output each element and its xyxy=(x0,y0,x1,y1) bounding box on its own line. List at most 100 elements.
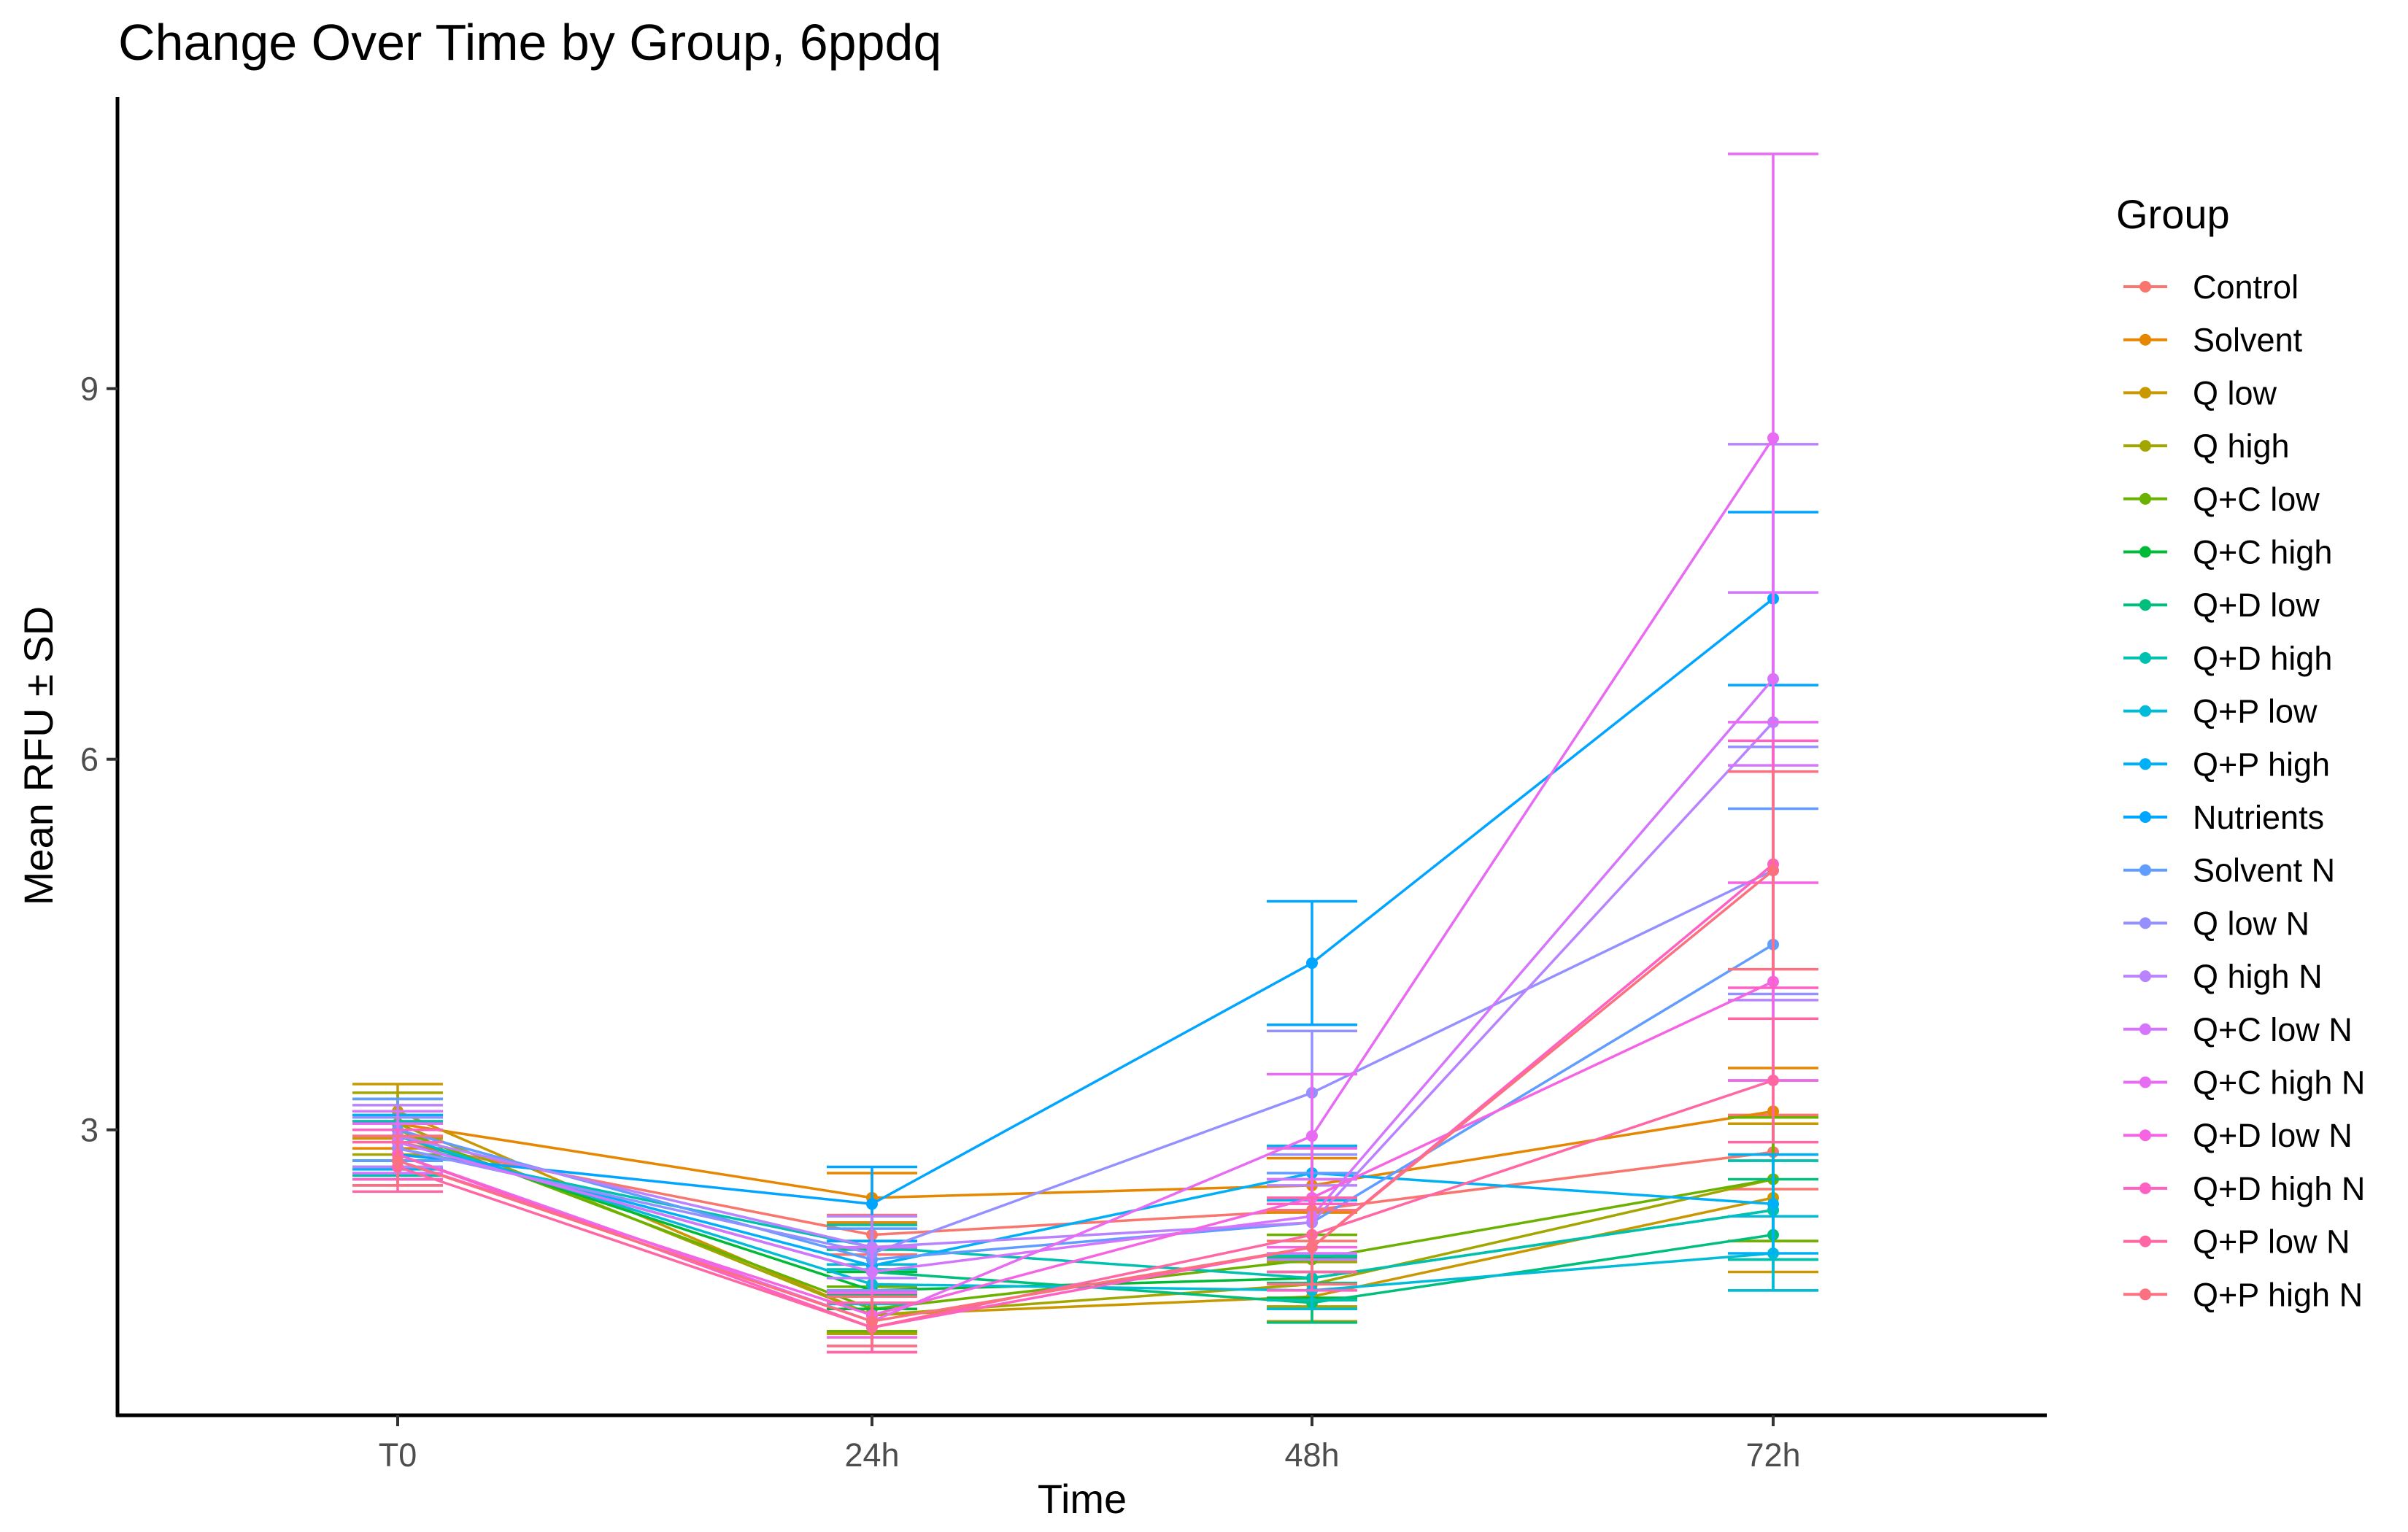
series-line xyxy=(397,1134,1774,1292)
y-tick-label: 3 xyxy=(80,1112,99,1149)
series-line xyxy=(397,943,1774,1261)
data-point xyxy=(1767,864,1779,877)
legend-key-point xyxy=(2139,705,2151,717)
legend-label: Q+P low N xyxy=(2193,1223,2350,1261)
legend-item: Control xyxy=(2123,268,2299,306)
legend-label: Q high xyxy=(2193,428,2290,465)
legend-title: Group xyxy=(2116,191,2230,237)
legend-item: Nutrients xyxy=(2123,799,2324,836)
legend-label: Q low xyxy=(2193,374,2277,411)
data-point xyxy=(1306,1241,1318,1253)
legend-item: Q+P high N xyxy=(2123,1276,2363,1313)
legend-item: Q+C low N xyxy=(2123,1011,2353,1048)
series-line xyxy=(397,721,1775,1249)
x-ticks: T0 24h 48h 72h xyxy=(379,1415,1801,1474)
y-tick-label: 6 xyxy=(80,741,99,778)
series-q-p-high-n xyxy=(352,770,1818,1347)
data-point xyxy=(1767,1198,1779,1210)
legend-key-point xyxy=(2139,811,2151,823)
y-ticks: 3 6 9 xyxy=(80,371,117,1149)
data-point xyxy=(866,1315,878,1328)
legend-item: Solvent xyxy=(2123,322,2303,359)
legend-label: Q+D low xyxy=(2193,587,2320,624)
legend-key-point xyxy=(2139,546,2151,558)
series-q-c-high-n xyxy=(352,152,1818,1347)
series-line xyxy=(397,1079,1774,1329)
legend-label: Q+C high N xyxy=(2193,1064,2365,1102)
data-point xyxy=(866,1198,878,1210)
series-line xyxy=(397,869,1775,1323)
legend-item: Q+D low N xyxy=(2123,1117,2353,1154)
legend-key-point xyxy=(2139,1182,2151,1194)
legend-key-point xyxy=(2139,651,2151,664)
legend-item: Solvent N xyxy=(2123,852,2335,889)
series-line xyxy=(397,437,1775,1323)
plot-area: 3 6 9 T0 24h 48h 72h xyxy=(80,97,2047,1474)
data-point xyxy=(1767,432,1779,444)
series-line xyxy=(397,1134,1774,1292)
legend-label: Q+D high xyxy=(2193,640,2332,677)
y-tick-label: 9 xyxy=(80,371,99,408)
series-q-p-high xyxy=(352,1113,1818,1292)
legend-label: Solvent xyxy=(2193,322,2303,359)
series-line xyxy=(397,980,1774,1317)
legend-label: Q high N xyxy=(2193,958,2323,995)
series-line xyxy=(397,1147,1774,1280)
legend-item: Q+C high N xyxy=(2123,1064,2365,1102)
legend-key-point xyxy=(2139,1023,2151,1035)
legend-item: Q+P low N xyxy=(2123,1223,2350,1261)
y-axis-title: Mean RFU ± SD xyxy=(15,606,61,905)
legend-key-point xyxy=(2139,1288,2151,1301)
legend-key-point xyxy=(2139,492,2151,505)
series-line xyxy=(397,1140,1774,1237)
series-q-d-low-n xyxy=(352,881,1818,1339)
legend-key-point xyxy=(2139,1129,2151,1142)
x-tick-label: 72h xyxy=(1745,1436,1800,1474)
legend-item: Q+C high xyxy=(2123,534,2332,571)
legend-label: Q+C low N xyxy=(2193,1011,2353,1048)
series-line xyxy=(397,1110,1774,1199)
data-point xyxy=(392,1155,404,1167)
legend-item: Q+D low xyxy=(2123,587,2320,624)
legend-label: Q+D high N xyxy=(2193,1170,2365,1207)
legend-key-point xyxy=(2139,333,2151,346)
legend-key-point xyxy=(2139,1235,2151,1247)
series-line xyxy=(397,1140,1774,1267)
data-point xyxy=(1767,1074,1779,1086)
legend: Group Control Solvent Q low Q high Q+C low Q+… xyxy=(2116,191,2365,1313)
series-line xyxy=(397,869,1774,1255)
legend-label: Q+D low N xyxy=(2193,1117,2353,1154)
legend-item: Q+P low xyxy=(2123,693,2318,730)
x-tick-label: 48h xyxy=(1284,1436,1339,1474)
series-line xyxy=(397,597,1775,1206)
legend-key-point xyxy=(2139,440,2151,452)
legend-label: Solvent N xyxy=(2193,852,2335,889)
chart-title: Change Over Time by Group, 6ppdq xyxy=(118,14,941,71)
legend-items: Control Solvent Q low Q high Q+C low Q+C high… xyxy=(2123,268,2365,1313)
data-point xyxy=(1306,1130,1318,1142)
legend-key-point xyxy=(2139,864,2151,876)
legend-item: Q low N xyxy=(2123,905,2309,942)
series-layer xyxy=(352,152,1818,1354)
legend-key-point xyxy=(2139,281,2151,293)
data-point xyxy=(1306,957,1318,970)
data-point xyxy=(866,1266,878,1278)
series-q-high-n xyxy=(352,443,1818,1280)
legend-item: Q+D high xyxy=(2123,640,2332,677)
legend-key-point xyxy=(2139,970,2151,983)
legend-label: Q+P high N xyxy=(2193,1276,2363,1313)
legend-item: Q high xyxy=(2123,428,2290,465)
legend-label: Q+P high xyxy=(2193,746,2330,783)
legend-item: Q+C low xyxy=(2123,481,2320,518)
legend-key-point xyxy=(2139,1076,2151,1088)
legend-item: Q+D high N xyxy=(2123,1170,2365,1207)
legend-item: Q+P high xyxy=(2123,746,2330,783)
series-q-high xyxy=(352,1091,1818,1335)
x-axis-title: Time xyxy=(1038,1476,1127,1522)
legend-label: Control xyxy=(2193,268,2299,306)
legend-item: Q low xyxy=(2123,374,2277,411)
series-solvent xyxy=(352,1067,1818,1224)
x-tick-label: 24h xyxy=(844,1436,899,1474)
series-line xyxy=(397,678,1775,1274)
